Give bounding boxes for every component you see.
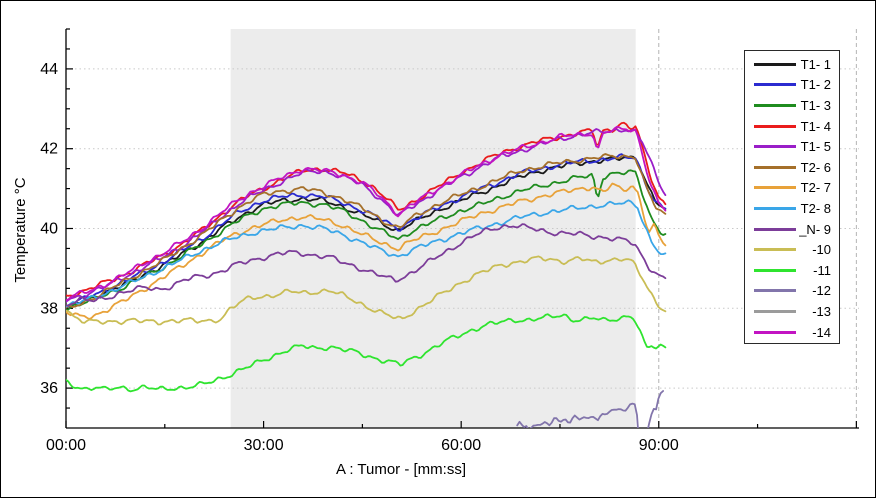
legend-label: T1- 3 xyxy=(800,97,831,113)
legend-item: T2- 7 xyxy=(745,178,839,199)
legend-label: T2- 6 xyxy=(800,159,831,175)
legend-swatch xyxy=(754,227,796,231)
series-line--12 xyxy=(516,402,639,428)
legend-label: T1- 5 xyxy=(800,139,831,155)
series-line-_N- 9 xyxy=(66,223,667,307)
legend-item: T1- 5 xyxy=(745,136,839,157)
legend-label: -11 xyxy=(813,262,831,278)
x-tick-label: 90:00 xyxy=(639,437,679,454)
legend-item: T1- 4 xyxy=(745,116,839,137)
x-axis-title: A : Tumor - [mm:ss] xyxy=(335,461,466,478)
legend-item: -11 xyxy=(745,260,839,281)
series-line-T2- 7 xyxy=(66,182,667,320)
y-axis-title: Temperature °C xyxy=(12,177,29,283)
legend-swatch xyxy=(754,165,796,169)
y-tick-label: 40 xyxy=(40,221,58,238)
legend-item: T2- 8 xyxy=(745,198,839,219)
legend-swatch xyxy=(754,145,796,149)
legend-swatch xyxy=(754,124,796,128)
legend-item: _N- 9 xyxy=(745,219,839,240)
series-group xyxy=(66,121,667,428)
series-line-T2- 6 xyxy=(66,153,667,309)
legend-item: T2- 6 xyxy=(745,157,839,178)
x-tick-label: 00:00 xyxy=(46,437,86,454)
legend-swatch xyxy=(754,330,796,334)
y-tick-label: 38 xyxy=(40,300,58,317)
x-tick-label: 30:00 xyxy=(244,437,284,454)
legend-swatch xyxy=(754,83,796,87)
legend-label: T2- 7 xyxy=(800,180,831,196)
legend-swatch xyxy=(754,206,796,210)
legend-item: -13 xyxy=(745,301,839,322)
series-line--12 xyxy=(647,390,664,428)
legend-label: T1- 4 xyxy=(800,118,831,134)
legend-label: _N- 9 xyxy=(799,221,831,237)
legend-label: T1- 2 xyxy=(800,77,831,93)
treatment-band xyxy=(230,29,636,428)
legend-item: -10 xyxy=(745,239,839,260)
y-tick-label: 36 xyxy=(40,380,58,397)
series-line-T2- 8 xyxy=(66,199,667,308)
legend: T1- 1 T1- 2 T1- 3 T1- 4 T1- 5 T2- 6 T2- 7 T2- 8… xyxy=(744,50,840,344)
series-line--10 xyxy=(66,255,667,326)
x-tick-label: 60:00 xyxy=(441,437,481,454)
legend-label: -13 xyxy=(812,303,831,319)
legend-label: -14 xyxy=(812,324,831,340)
legend-item: -12 xyxy=(745,281,839,302)
legend-swatch xyxy=(754,248,796,252)
legend-swatch xyxy=(754,103,796,107)
series-line--14 xyxy=(66,125,667,301)
series-line--11 xyxy=(66,313,667,393)
legend-swatch xyxy=(754,309,796,313)
legend-item: -14 xyxy=(745,322,839,343)
y-tick-label: 42 xyxy=(40,141,58,158)
legend-item: T1- 3 xyxy=(745,95,839,116)
legend-swatch xyxy=(754,186,796,190)
legend-swatch xyxy=(754,62,796,66)
legend-label: T1- 1 xyxy=(800,56,831,72)
y-tick-label: 44 xyxy=(40,61,58,78)
legend-item: T1- 2 xyxy=(745,75,839,96)
legend-swatch xyxy=(754,268,796,272)
legend-swatch xyxy=(754,289,796,293)
legend-label: -12 xyxy=(812,283,831,299)
legend-label: -10 xyxy=(812,242,831,258)
legend-label: T2- 8 xyxy=(800,200,831,216)
series-line-T1- 5 xyxy=(66,128,667,303)
legend-item: T1- 1 xyxy=(745,54,839,75)
